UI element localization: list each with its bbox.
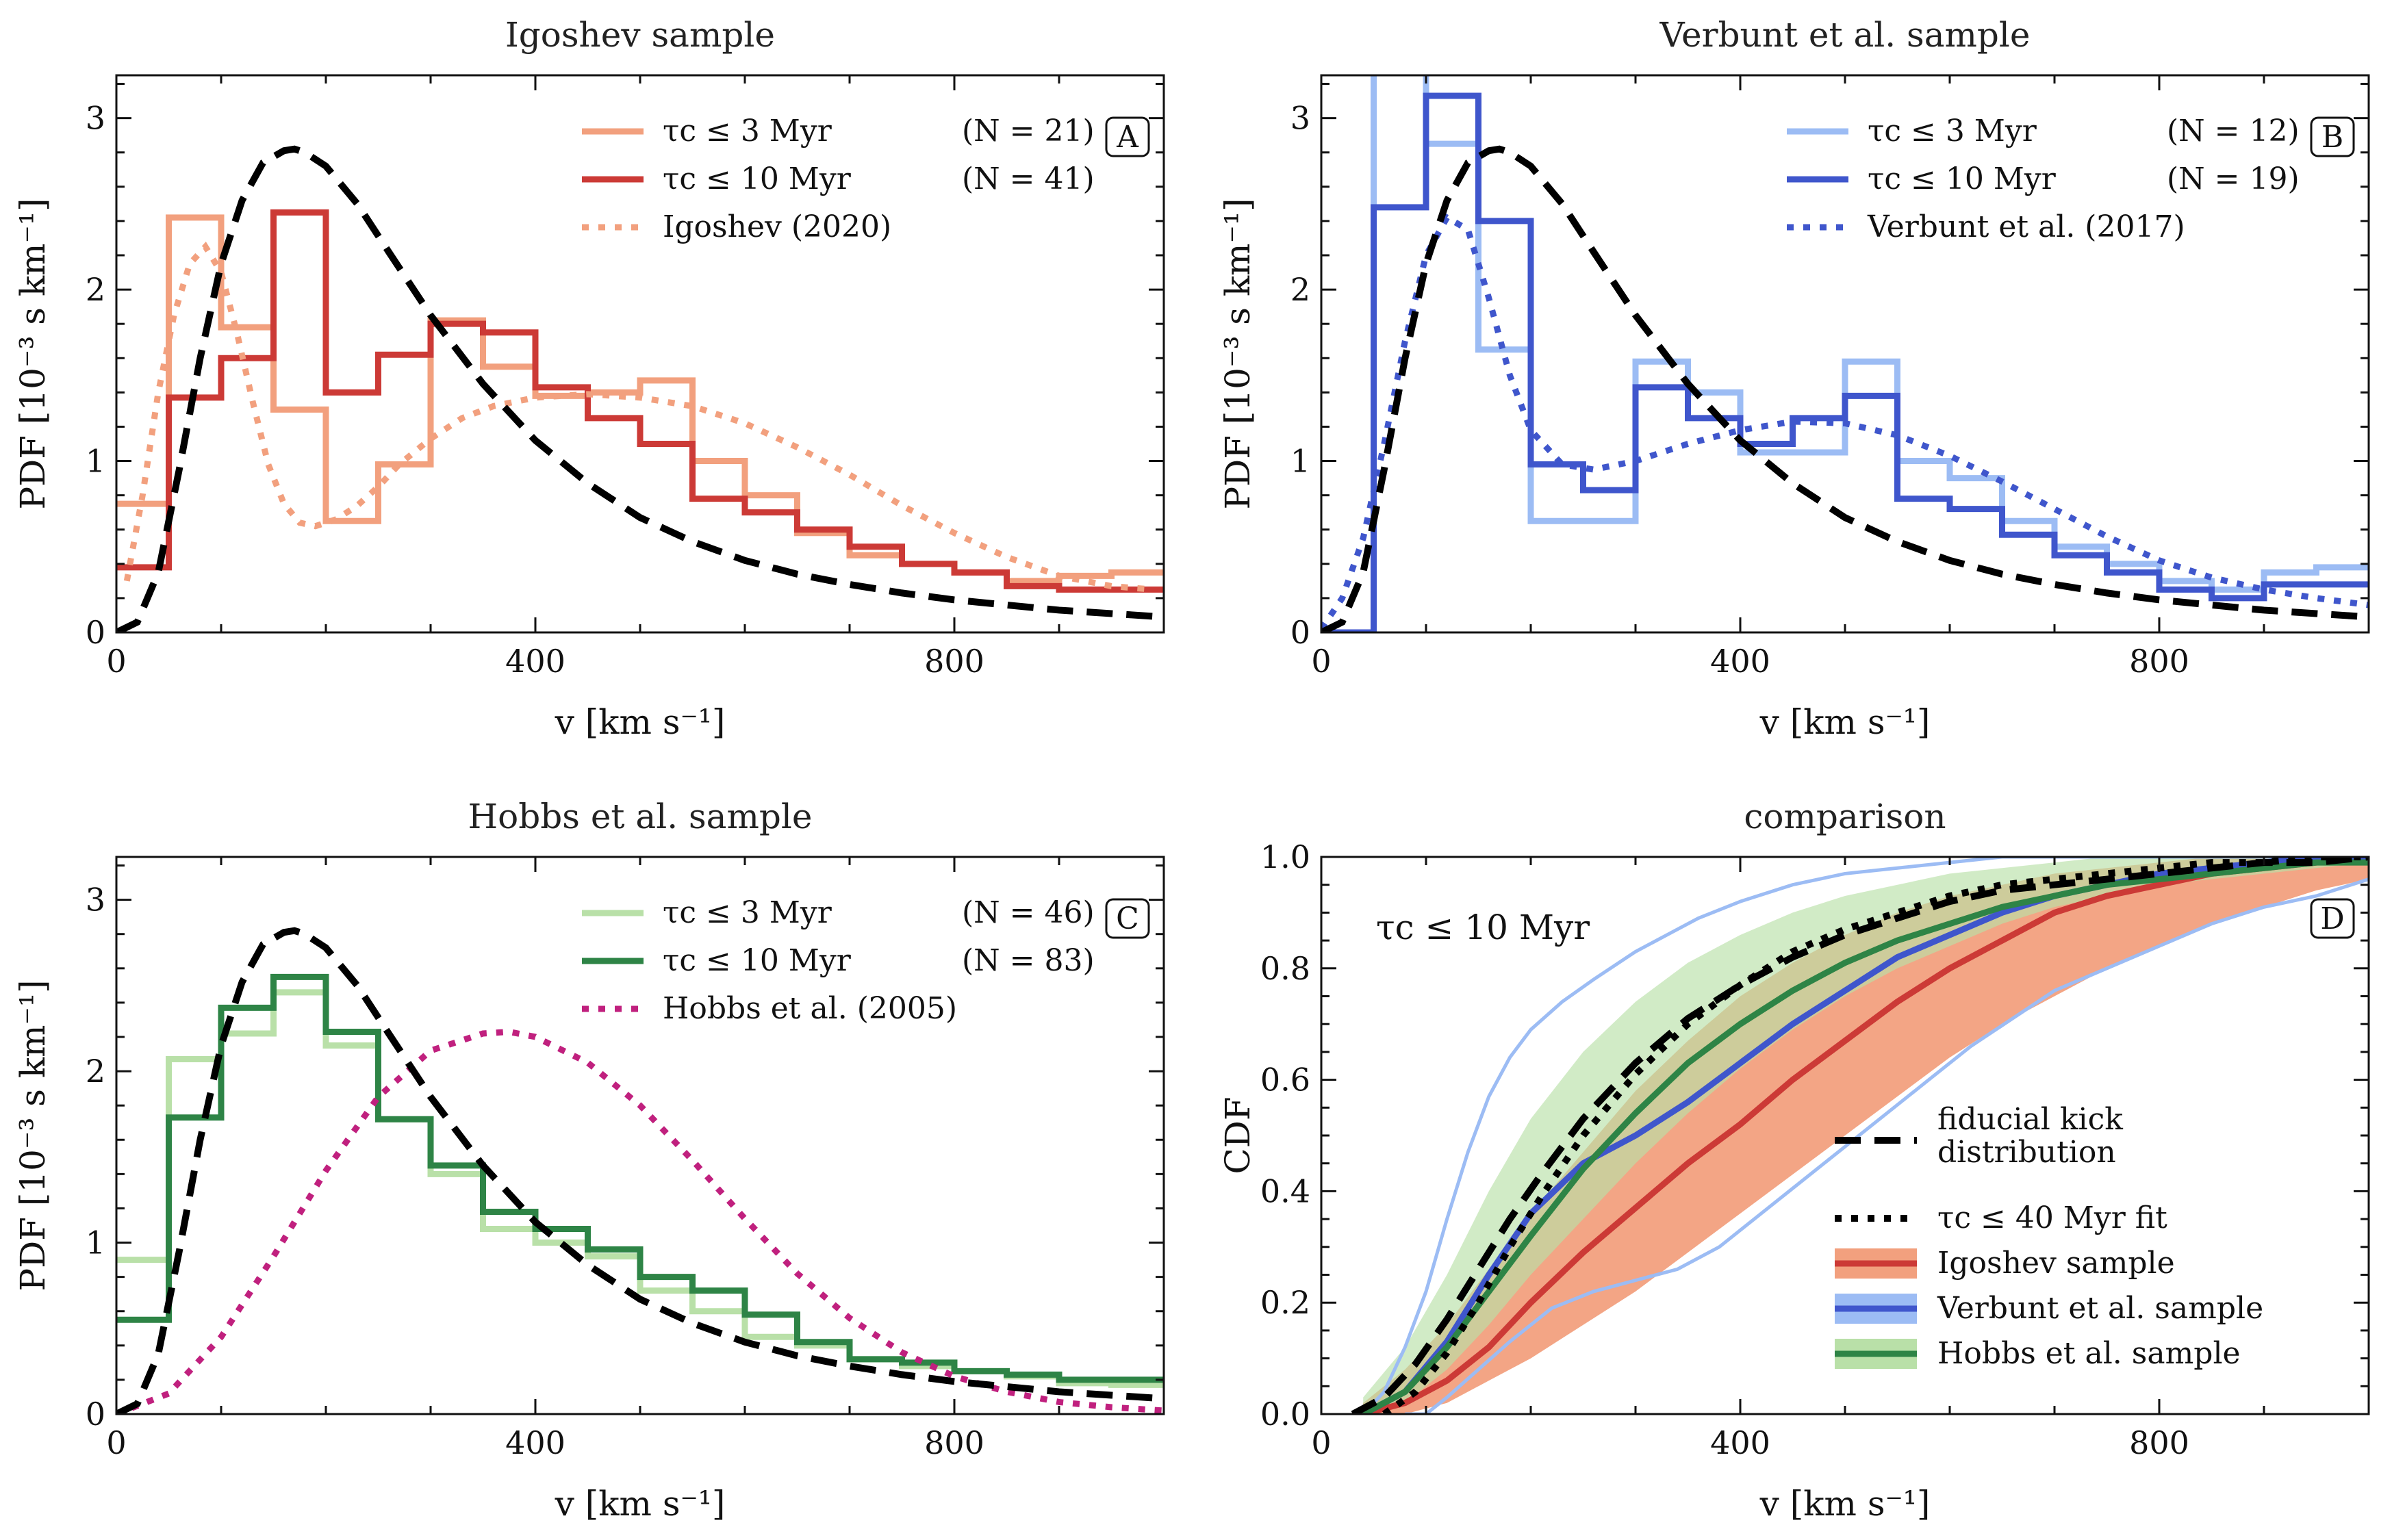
x-axis-label: v [km s⁻¹]: [1759, 1484, 1931, 1524]
x-tick-label: 400: [1710, 1424, 1770, 1461]
legend-label: τc ≤ 3 Myr: [663, 895, 832, 930]
y-tick-label: 2: [86, 1053, 105, 1090]
legend-count: (N = 19): [2167, 162, 2300, 196]
y-tick-label: 3: [86, 100, 105, 137]
x-tick-label: 800: [2129, 643, 2189, 680]
y-tick-label: 0.8: [1260, 950, 1310, 987]
series-line: [116, 927, 1164, 1414]
x-tick-label: 0: [106, 643, 126, 680]
y-tick-label: 1: [86, 1224, 105, 1261]
series-line: [116, 973, 1164, 1383]
panel-D: comparison 0 400 800 0.0 0.2 0.4 0.6 0.8 1.0 v [km…: [1218, 797, 2370, 1524]
x-tick-label: 800: [924, 1424, 984, 1461]
legend-label: Hobbs et al. sample: [1937, 1336, 2241, 1371]
x-tick-label: 0: [1311, 643, 1331, 680]
y-tick-label: 1.0: [1260, 838, 1310, 875]
legend-count: (N = 21): [962, 114, 1095, 149]
legend-label: τc ≤ 3 Myr: [663, 114, 832, 149]
series-line: [116, 209, 1164, 593]
y-tick-label: 3: [1290, 100, 1310, 137]
plot-area: [1321, 75, 2369, 632]
series-line: [1405, 877, 2369, 1414]
y-axis-label: PDF [10⁻³ s km⁻¹]: [1218, 198, 1258, 510]
legend-count: (N = 12): [2167, 114, 2300, 149]
x-tick-label: 0: [1311, 1424, 1331, 1461]
series-line: [1362, 857, 2369, 1414]
y-tick-label: 1: [1290, 443, 1310, 480]
legend-label: Igoshev sample: [1937, 1246, 2175, 1281]
legend-label: fiducial kick: [1937, 1102, 2123, 1137]
legend-count: (N = 41): [962, 162, 1095, 196]
panel-B: Verbunt et al. sample 0 400 800 0 1 2 3 v [km s⁻…: [1218, 15, 2370, 742]
confidence-band: [1363, 857, 2369, 1414]
series-line: [116, 989, 1164, 1388]
y-tick-label: 1: [86, 443, 105, 480]
plot-area: [116, 927, 1164, 1414]
y-tick-label: 0.4: [1260, 1172, 1310, 1209]
x-axis-label: v [km s⁻¹]: [555, 702, 726, 742]
panel-badge: [1105, 898, 1150, 939]
y-tick-label: 0: [86, 1396, 105, 1433]
series-line: [1362, 859, 2369, 1414]
x-axis-label: v [km s⁻¹]: [1759, 702, 1931, 742]
legend-label: τc ≤ 3 Myr: [1868, 114, 2037, 149]
y-tick-label: 0.6: [1260, 1062, 1310, 1099]
legend-label: Hobbs et al. (2005): [663, 991, 957, 1026]
panel-title: Hobbs et al. sample: [468, 797, 813, 836]
panel-badge: [2310, 116, 2355, 157]
y-tick-label: 2: [1290, 271, 1310, 308]
y-axis-label: PDF [10⁻³ s km⁻¹]: [13, 980, 53, 1292]
legend-label: τc ≤ 10 Myr: [1868, 162, 2057, 196]
panel-badge: [1105, 116, 1150, 157]
series-line: [1321, 75, 2369, 632]
series-line: [1321, 145, 2369, 632]
legend-label-line2: distribution: [1937, 1135, 2116, 1170]
legend-count: (N = 83): [962, 943, 1095, 978]
panel-title: comparison: [1744, 797, 1946, 836]
legend-label: Verbunt et al. sample: [1937, 1291, 2263, 1326]
x-tick-label: 400: [505, 1424, 565, 1461]
series-line: [116, 1028, 1164, 1414]
y-tick-label: 0: [1290, 614, 1310, 651]
legend-count: (N = 46): [962, 895, 1095, 930]
panel-badge-label: A: [1116, 120, 1139, 155]
series-line: [1351, 857, 2369, 1414]
panel-badge: [2310, 898, 2355, 939]
plot-area: [116, 145, 1164, 632]
y-axis-label: CDF: [1218, 1096, 1258, 1174]
panel-title: Igoshev sample: [505, 15, 775, 55]
legend-label: Verbunt et al. (2017): [1867, 209, 2185, 244]
series-line: [116, 145, 1164, 632]
y-axis-label: PDF [10⁻³ s km⁻¹]: [13, 198, 53, 510]
axes-frame: [115, 856, 1165, 1415]
y-tick-label: 0.2: [1260, 1284, 1310, 1321]
x-tick-label: 400: [505, 643, 565, 680]
legend-label: Igoshev (2020): [663, 209, 891, 244]
panel-A: Igoshev sample 0 400 800 0 1 2 3 v [km s⁻¹] PDF […: [13, 15, 1165, 742]
legend-label: τc ≤ 40 Myr fit: [1937, 1201, 2167, 1235]
y-tick-label: 2: [86, 271, 105, 308]
x-tick-label: 800: [2129, 1424, 2189, 1461]
y-tick-label: 0: [86, 614, 105, 651]
legend-label: τc ≤ 10 Myr: [663, 162, 852, 196]
y-tick-label: 0.0: [1260, 1396, 1310, 1433]
y-tick-label: 3: [86, 882, 105, 919]
series-line: [1321, 213, 2369, 631]
panel-C: Hobbs et al. sample 0 400 800 0 1 2 3 v [km s⁻¹]…: [13, 797, 1165, 1524]
x-tick-label: 800: [924, 643, 984, 680]
panel-title: Verbunt et al. sample: [1659, 15, 2030, 55]
plot-area: [1351, 857, 2369, 1414]
x-tick-label: 0: [106, 1424, 126, 1461]
panel-badge-label: B: [2321, 120, 2343, 155]
x-axis-label: v [km s⁻¹]: [555, 1484, 726, 1524]
legend-label: τc ≤ 10 Myr: [663, 943, 852, 978]
series-line: [1321, 92, 2369, 632]
confidence-band: [1363, 857, 2369, 1414]
panel-badge-label: C: [1116, 901, 1139, 936]
panel-annotation: τc ≤ 10 Myr: [1376, 908, 1590, 947]
x-tick-label: 400: [1710, 643, 1770, 680]
panel-badge-label: D: [2320, 901, 2344, 936]
